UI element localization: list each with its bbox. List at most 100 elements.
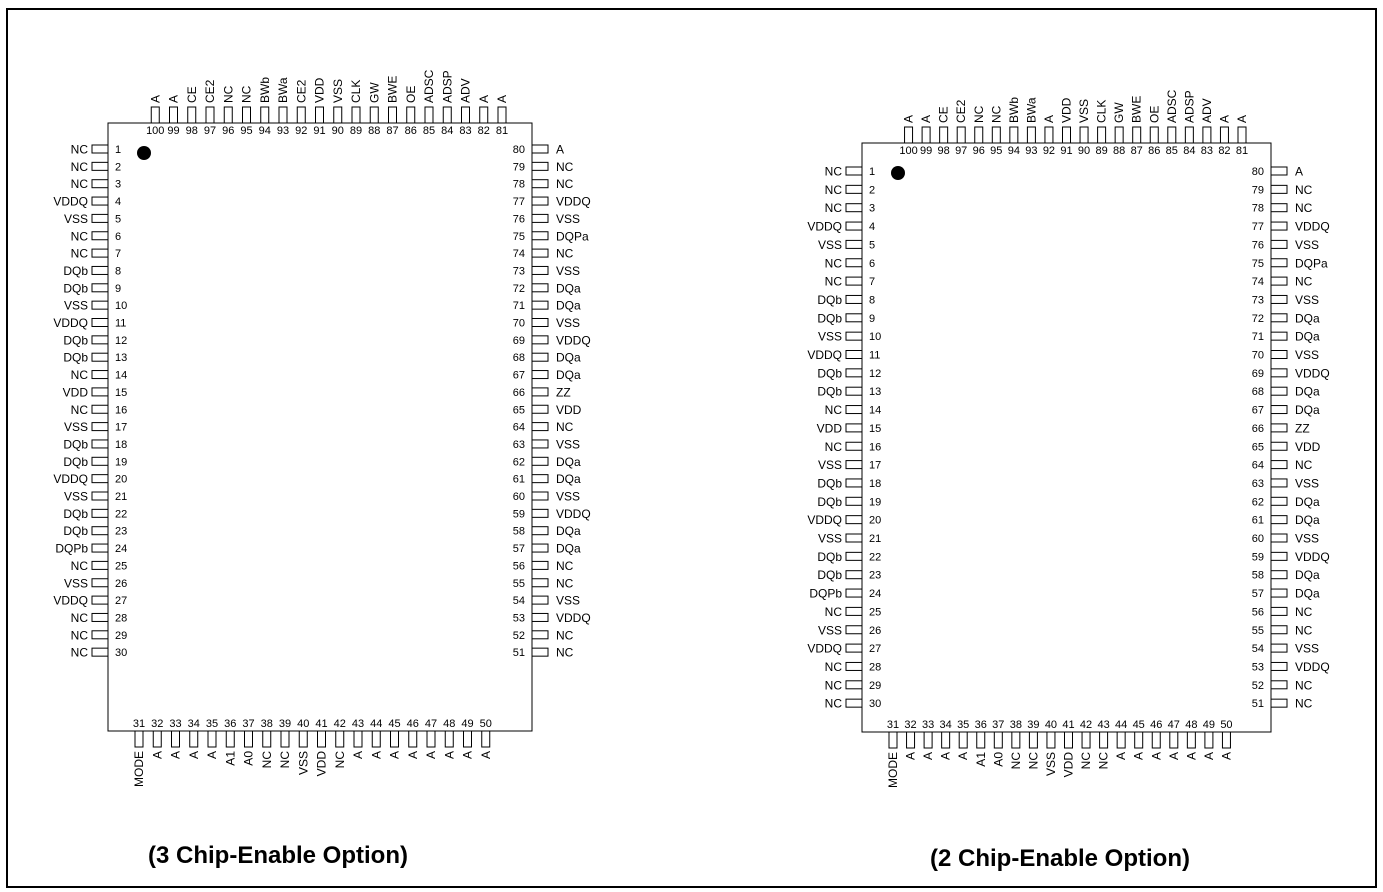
- pin-number-1: 1: [115, 144, 121, 156]
- pin-32: [152, 730, 162, 748]
- pin-number-72: 72: [513, 283, 525, 295]
- pin-number-60: 60: [513, 491, 525, 503]
- pin-number-57: 57: [1252, 588, 1264, 600]
- pin-label-vddq: VDDQ: [807, 348, 842, 362]
- pin-60: [1270, 533, 1288, 543]
- pin-label-vss: VSS: [818, 238, 842, 252]
- pin-label-dqb: DQb: [63, 333, 88, 347]
- pin-label-nc: NC: [825, 201, 843, 215]
- pin-92: [1044, 126, 1054, 144]
- pin-75: [531, 231, 549, 241]
- pin-number-48: 48: [443, 718, 455, 730]
- pin-57: [531, 543, 549, 553]
- pin-46: [1151, 731, 1161, 749]
- pin-label-gw: GW: [367, 82, 381, 103]
- pin-label-a: A: [351, 751, 365, 759]
- pin-label-a: A: [479, 751, 493, 759]
- pin-66: [1270, 423, 1288, 433]
- pin-label-vddq: VDDQ: [1295, 550, 1330, 564]
- pin-label-a: A: [495, 95, 509, 103]
- pin-number-95: 95: [240, 125, 252, 137]
- pin-number-71: 71: [1252, 331, 1264, 343]
- pin-label-a0: A0: [242, 751, 256, 766]
- pin-95: [242, 106, 251, 124]
- pin-label-mode: MODE: [886, 752, 900, 788]
- pin-number-65: 65: [513, 404, 525, 416]
- pin-number-24: 24: [115, 543, 127, 555]
- pin-number-75: 75: [513, 231, 525, 243]
- pin-34: [189, 730, 199, 748]
- pin-9: [91, 283, 109, 293]
- pin-number-90: 90: [1078, 145, 1090, 157]
- pin-number-53: 53: [1252, 661, 1264, 673]
- pin-2: [845, 184, 863, 194]
- pin-label-dqa: DQa: [556, 542, 581, 556]
- pin-87: [1132, 126, 1142, 144]
- pin-62: [1270, 496, 1288, 506]
- pin-number-73: 73: [1252, 294, 1264, 306]
- pin-number-7: 7: [869, 276, 875, 288]
- pin-72: [1270, 313, 1288, 323]
- pin-label-adsp: ADSP: [1182, 90, 1196, 123]
- pin-number-1: 1: [869, 166, 875, 178]
- pin-21: [845, 533, 863, 543]
- pin-label-nc: NC: [556, 420, 574, 434]
- pin-label-a: A: [1202, 752, 1216, 760]
- pin-51: [531, 647, 549, 657]
- pin-label-a: A: [167, 95, 181, 103]
- pin1-indicator-dot: [137, 146, 151, 160]
- pin-number-30: 30: [869, 698, 881, 710]
- pin-number-23: 23: [115, 526, 127, 538]
- pin-28: [91, 612, 109, 622]
- pin-42: [335, 730, 345, 748]
- pin-90: [333, 106, 343, 124]
- pin-label-nc: NC: [71, 403, 89, 417]
- pin-number-58: 58: [513, 526, 525, 538]
- pin-55: [1270, 625, 1288, 635]
- pin-label-a: A: [187, 751, 201, 759]
- pin-34: [941, 731, 951, 749]
- pin-10: [845, 331, 863, 341]
- pin-label-adv: ADV: [1200, 98, 1214, 123]
- pin-number-27: 27: [869, 643, 881, 655]
- pin-number-96: 96: [973, 145, 985, 157]
- pin-80: [1270, 166, 1288, 176]
- pin-label-nc: NC: [71, 368, 89, 382]
- pin-label-a: A: [1217, 115, 1231, 123]
- pin-label-vddq: VDDQ: [807, 513, 842, 527]
- pin-number-34: 34: [940, 719, 952, 731]
- pin-label-vss: VSS: [1295, 532, 1319, 546]
- pin-label-dqa: DQa: [1295, 403, 1320, 417]
- pin-label-nc: NC: [825, 183, 843, 197]
- pin-96: [974, 126, 984, 144]
- pin-82: [1219, 126, 1229, 144]
- pin-label-bwe: BWE: [1130, 96, 1144, 123]
- pin-label-nc: NC: [1295, 275, 1313, 289]
- pin-label-vddq: VDDQ: [1295, 660, 1330, 674]
- pin-label-dqb: DQb: [63, 351, 88, 365]
- pin-84: [1184, 126, 1194, 144]
- pin-43: [1099, 731, 1109, 749]
- pin-20: [91, 474, 109, 484]
- pin-number-28: 28: [869, 661, 881, 673]
- pin-68: [531, 352, 549, 362]
- pin-label-vdd: VDD: [817, 421, 843, 435]
- pin-98: [187, 106, 197, 124]
- pin-number-35: 35: [957, 719, 969, 731]
- pin-number-86: 86: [405, 125, 417, 137]
- pin-27: [91, 595, 109, 605]
- pin-label-dqb: DQb: [63, 437, 88, 451]
- pin-label-vss: VSS: [64, 212, 88, 226]
- pin-78: [1270, 203, 1288, 213]
- pin-label-adsc: ADSC: [1165, 89, 1179, 123]
- pin-label-dqb: DQb: [63, 455, 88, 469]
- pin-48: [444, 730, 454, 748]
- pin-13: [845, 386, 863, 396]
- pin-93: [278, 106, 288, 124]
- pin-number-44: 44: [370, 718, 382, 730]
- pin-number-77: 77: [513, 196, 525, 208]
- pin-number-53: 53: [513, 612, 525, 624]
- pin-number-49: 49: [1203, 719, 1215, 731]
- pin-number-7: 7: [115, 248, 121, 260]
- pin-number-25: 25: [115, 560, 127, 572]
